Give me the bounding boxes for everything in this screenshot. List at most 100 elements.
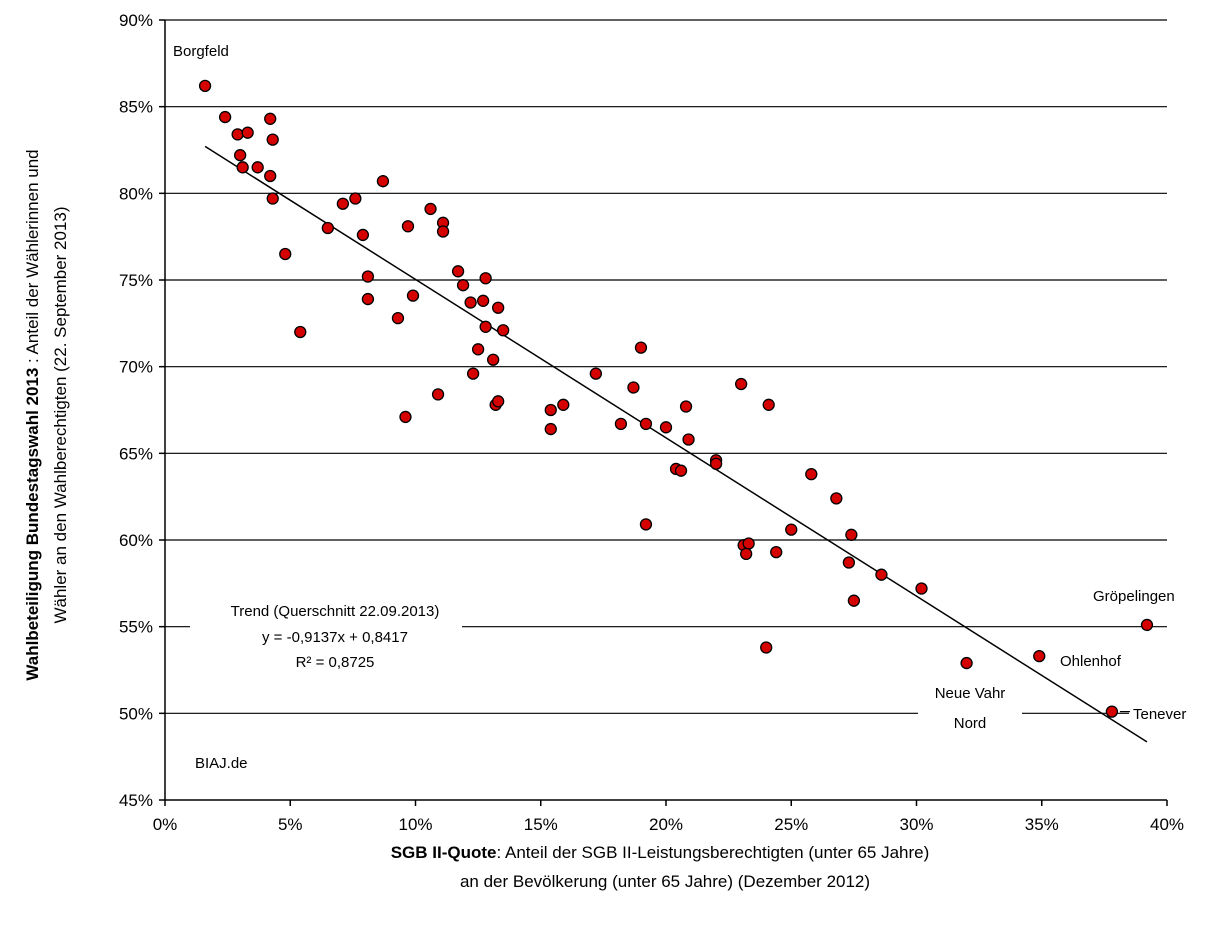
data-point-4 [233, 149, 247, 162]
data-point-57 [735, 377, 748, 391]
data-point-10 [266, 192, 279, 205]
data-point-21 [401, 220, 415, 233]
tenever-label-background [1129, 700, 1183, 728]
data-point-66 [830, 492, 843, 505]
data-point-67 [845, 528, 858, 541]
point-label-ohlenhof: Ohlenhof [1060, 653, 1122, 670]
x-tick-labels: 0% 5% 10% 15% 20% 25% 30% 35% 40% [153, 815, 1184, 834]
y-tick-label-9: 90% [119, 11, 153, 30]
data-point-73 [1033, 649, 1046, 663]
data-point-35 [466, 367, 480, 380]
data-point-31 [476, 294, 490, 307]
data-point-28 [451, 265, 465, 278]
data-point-48 [639, 417, 653, 431]
data-point-52 [674, 464, 688, 477]
data-point-8 [266, 133, 279, 146]
data-point-30 [464, 296, 477, 309]
data-point-44 [589, 367, 603, 380]
data-point-64 [785, 523, 798, 536]
data-point-43 [557, 398, 570, 411]
y-axis-title-line-1: Wahlbeteiligung Bundestagswahl 2013 : An… [23, 149, 42, 680]
data-point-75 [1140, 618, 1154, 632]
data-point-12 [294, 325, 307, 339]
data-point-61 [762, 398, 775, 411]
y-tick-label-6: 75% [119, 271, 153, 290]
data-point-0 [198, 79, 212, 93]
data-point-33 [479, 320, 492, 333]
y-tick-label-8: 85% [119, 98, 153, 117]
data-point-36 [487, 353, 500, 366]
data-point-2 [231, 128, 244, 141]
data-point-38 [497, 324, 510, 337]
data-point-27 [431, 388, 445, 401]
data-point-72 [960, 656, 973, 670]
point-label-borgfeld: Borgfeld [173, 43, 229, 60]
data-point-16 [356, 228, 370, 242]
data-point-1 [218, 110, 232, 124]
data-point-45 [614, 417, 628, 431]
data-point-63 [770, 545, 783, 559]
neue-vahr-label-background [918, 676, 1022, 740]
x-axis-title-line-2: an der Bevölkerung (unter 65 Jahre) (Dez… [460, 872, 870, 891]
data-point-34 [471, 343, 485, 356]
data-point-24 [424, 202, 437, 216]
data-point-46 [627, 381, 640, 394]
data-point-23 [399, 410, 412, 424]
y-tick-label-2: 55% [119, 618, 153, 637]
point-label-neue-vahr: Neue Vahr [935, 685, 1006, 702]
x-tick-label-5: 25% [774, 815, 808, 834]
data-point-17 [361, 270, 375, 283]
point-label-groepelingen: Gröpelingen [1093, 588, 1175, 605]
data-point-70 [875, 568, 888, 581]
data-point-26 [436, 225, 450, 238]
y-tick-label-5: 70% [119, 358, 153, 377]
data-point-29 [456, 279, 470, 292]
data-points [198, 79, 1154, 718]
trend-label-line-2: y = -0,9137x + 0,8417 [262, 629, 408, 646]
y-tick-label-3: 60% [119, 531, 153, 550]
trendline-layer [204, 145, 1148, 743]
data-point-19 [376, 175, 390, 188]
data-point-40 [492, 395, 505, 408]
data-point-54 [682, 433, 695, 446]
data-point-32 [479, 272, 492, 285]
data-point-5 [236, 161, 249, 174]
data-point-49 [639, 518, 653, 531]
x-tick-label-0: 0% [153, 815, 178, 834]
data-point-68 [842, 556, 856, 569]
axis-titles: SGB II-Quote: Anteil der SGB II-Leistung… [23, 149, 929, 891]
x-axis-title-line-1: SGB II-Quote: Anteil der SGB II-Leistung… [391, 843, 930, 862]
data-point-37 [492, 301, 505, 314]
data-point-14 [336, 197, 350, 210]
data-point-7 [264, 112, 277, 125]
trend-label-line-1: Trend (Querschnitt 22.09.2013) [231, 603, 440, 620]
data-point-22 [406, 289, 420, 302]
trendline [204, 145, 1148, 743]
y-tick-label-0: 45% [119, 791, 153, 810]
data-point-42 [544, 422, 557, 436]
y-tick-label-7: 80% [119, 184, 153, 203]
source-label: BIAJ.de [195, 755, 248, 772]
data-point-50 [659, 421, 673, 434]
data-point-74 [1105, 705, 1119, 718]
y-tick-labels: 45% 50% 55% 60% 65% 70% 75% 80% 85% 90% [119, 11, 153, 810]
data-point-69 [847, 594, 861, 607]
x-tick-label-6: 30% [899, 815, 933, 834]
x-tick-label-1: 5% [278, 815, 303, 834]
axes [159, 19, 1168, 806]
x-tick-label-3: 15% [524, 815, 558, 834]
y-axis-title-line-2: Wähler an den Wahlberechtigten (22. Sept… [51, 206, 70, 623]
y-tick-label-1: 50% [119, 704, 153, 723]
data-point-47 [634, 341, 648, 354]
data-point-18 [361, 292, 375, 306]
data-point-59 [742, 537, 755, 550]
data-point-41 [544, 403, 557, 417]
y-axis-title-bold: Wahlbeteiligung Bundestagswahl 2013 [23, 368, 42, 681]
data-point-3 [241, 126, 254, 139]
data-point-53 [679, 400, 693, 413]
data-point-62 [760, 641, 773, 654]
data-point-65 [805, 467, 818, 481]
data-point-56 [709, 457, 723, 470]
x-axis-title-rest: : Anteil der SGB II-Leistungsberechtigte… [496, 843, 929, 862]
